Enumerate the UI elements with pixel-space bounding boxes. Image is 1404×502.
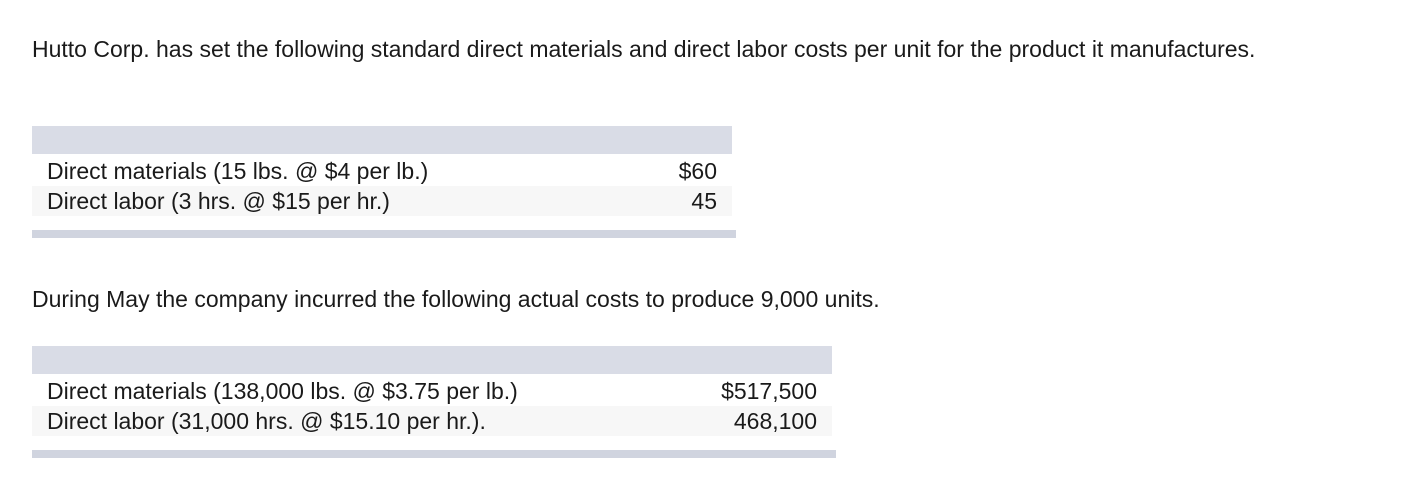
table-row: Direct labor (31,000 hrs. @ $15.10 per h… bbox=[32, 406, 832, 436]
row-label: Direct materials (138,000 lbs. @ $3.75 p… bbox=[47, 377, 518, 404]
standard-cost-table: Direct materials (15 lbs. @ $4 per lb.) … bbox=[32, 126, 736, 238]
actual-cost-table: Direct materials (138,000 lbs. @ $3.75 p… bbox=[32, 346, 836, 458]
row-amount: 45 bbox=[691, 187, 717, 214]
row-amount: $60 bbox=[678, 157, 717, 184]
row-label: Direct labor (31,000 hrs. @ $15.10 per h… bbox=[47, 407, 486, 434]
table-header-band bbox=[32, 126, 732, 154]
table-header-band bbox=[32, 346, 832, 374]
table-row: Direct labor (3 hrs. @ $15 per hr.) 45 bbox=[32, 186, 732, 216]
table-row: Direct materials (138,000 lbs. @ $3.75 p… bbox=[32, 376, 832, 406]
row-amount: 468,100 bbox=[733, 407, 817, 434]
actual-costs-paragraph: During May the company incurred the foll… bbox=[32, 286, 880, 312]
row-label: Direct labor (3 hrs. @ $15 per hr.) bbox=[47, 187, 390, 214]
table-row: Direct materials (15 lbs. @ $4 per lb.) … bbox=[32, 156, 732, 186]
intro-paragraph: Hutto Corp. has set the following standa… bbox=[32, 36, 1256, 62]
table-footer-band bbox=[32, 230, 736, 238]
table-footer-band bbox=[32, 450, 836, 458]
row-amount: $517,500 bbox=[721, 377, 817, 404]
row-label: Direct materials (15 lbs. @ $4 per lb.) bbox=[47, 157, 429, 184]
